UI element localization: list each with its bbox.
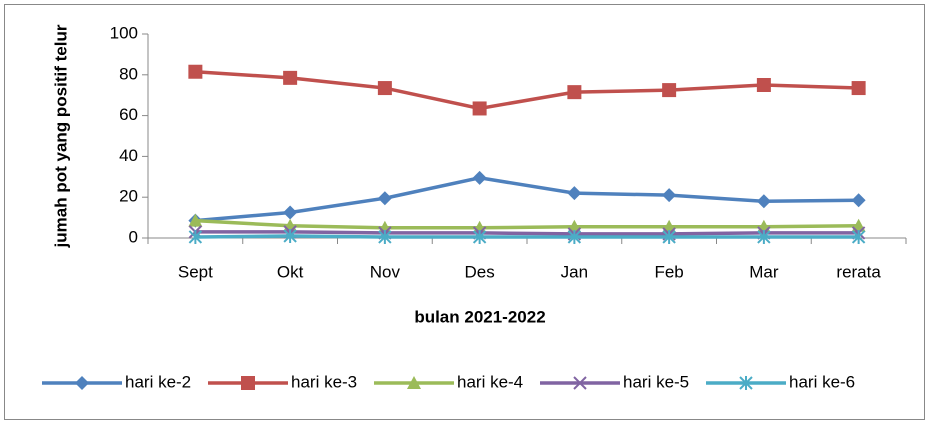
data-point xyxy=(283,70,298,85)
y-tick-label: 40 xyxy=(119,146,138,165)
data-point xyxy=(188,213,203,227)
data-point xyxy=(851,229,866,244)
x-tick-label: Des xyxy=(465,262,495,281)
legend-marker xyxy=(75,376,89,390)
legend-marker xyxy=(407,376,421,389)
data-point xyxy=(283,205,298,220)
data-point xyxy=(188,64,203,79)
x-tick-label: Nov xyxy=(370,262,401,281)
series-line xyxy=(195,176,859,223)
x-tick-label: Sept xyxy=(178,262,213,281)
data-point xyxy=(377,81,392,96)
legend-label: hari ke-3 xyxy=(291,372,357,391)
chart-border xyxy=(4,4,925,420)
data-point xyxy=(472,170,487,185)
legend-label: hari ke-4 xyxy=(457,372,523,391)
data-point xyxy=(757,229,771,244)
data-point xyxy=(851,81,866,96)
data-point xyxy=(567,186,582,201)
data-point xyxy=(472,101,487,116)
data-point xyxy=(188,229,203,244)
data-point xyxy=(378,229,392,244)
x-axis-label: bulan 2021-2022 xyxy=(414,307,545,326)
data-point xyxy=(756,194,771,209)
y-tick-label: 80 xyxy=(119,64,138,83)
data-point xyxy=(567,229,582,244)
data-point xyxy=(377,191,392,206)
series-line xyxy=(195,234,859,239)
y-axis-label: jumah pot yang positif telur xyxy=(51,24,70,248)
series-line xyxy=(195,230,859,236)
y-tick-label: 100 xyxy=(110,23,138,42)
data-point xyxy=(756,78,771,92)
series-line xyxy=(195,218,859,230)
y-tick-label: 0 xyxy=(129,227,138,246)
x-tick-label: rerata xyxy=(836,262,881,281)
data-point xyxy=(662,83,677,98)
x-tick-label: Feb xyxy=(654,262,683,281)
y-tick-label: 60 xyxy=(119,105,138,124)
legend-marker xyxy=(739,376,753,390)
data-point xyxy=(662,188,677,203)
data-point xyxy=(283,228,297,243)
legend-label: hari ke-2 xyxy=(125,372,191,391)
x-tick-label: Okt xyxy=(277,262,304,281)
data-point xyxy=(662,229,676,244)
y-tick-label: 20 xyxy=(119,187,138,206)
legend-label: hari ke-6 xyxy=(789,372,855,391)
x-tick-label: Jan xyxy=(561,262,588,281)
data-point xyxy=(567,85,582,100)
legend-marker xyxy=(241,376,255,390)
legend-label: hari ke-5 xyxy=(623,372,689,391)
legend-marker xyxy=(573,376,587,390)
data-point xyxy=(851,193,866,208)
series-line xyxy=(195,69,859,111)
data-point xyxy=(472,229,487,244)
x-tick-label: Mar xyxy=(749,262,779,281)
